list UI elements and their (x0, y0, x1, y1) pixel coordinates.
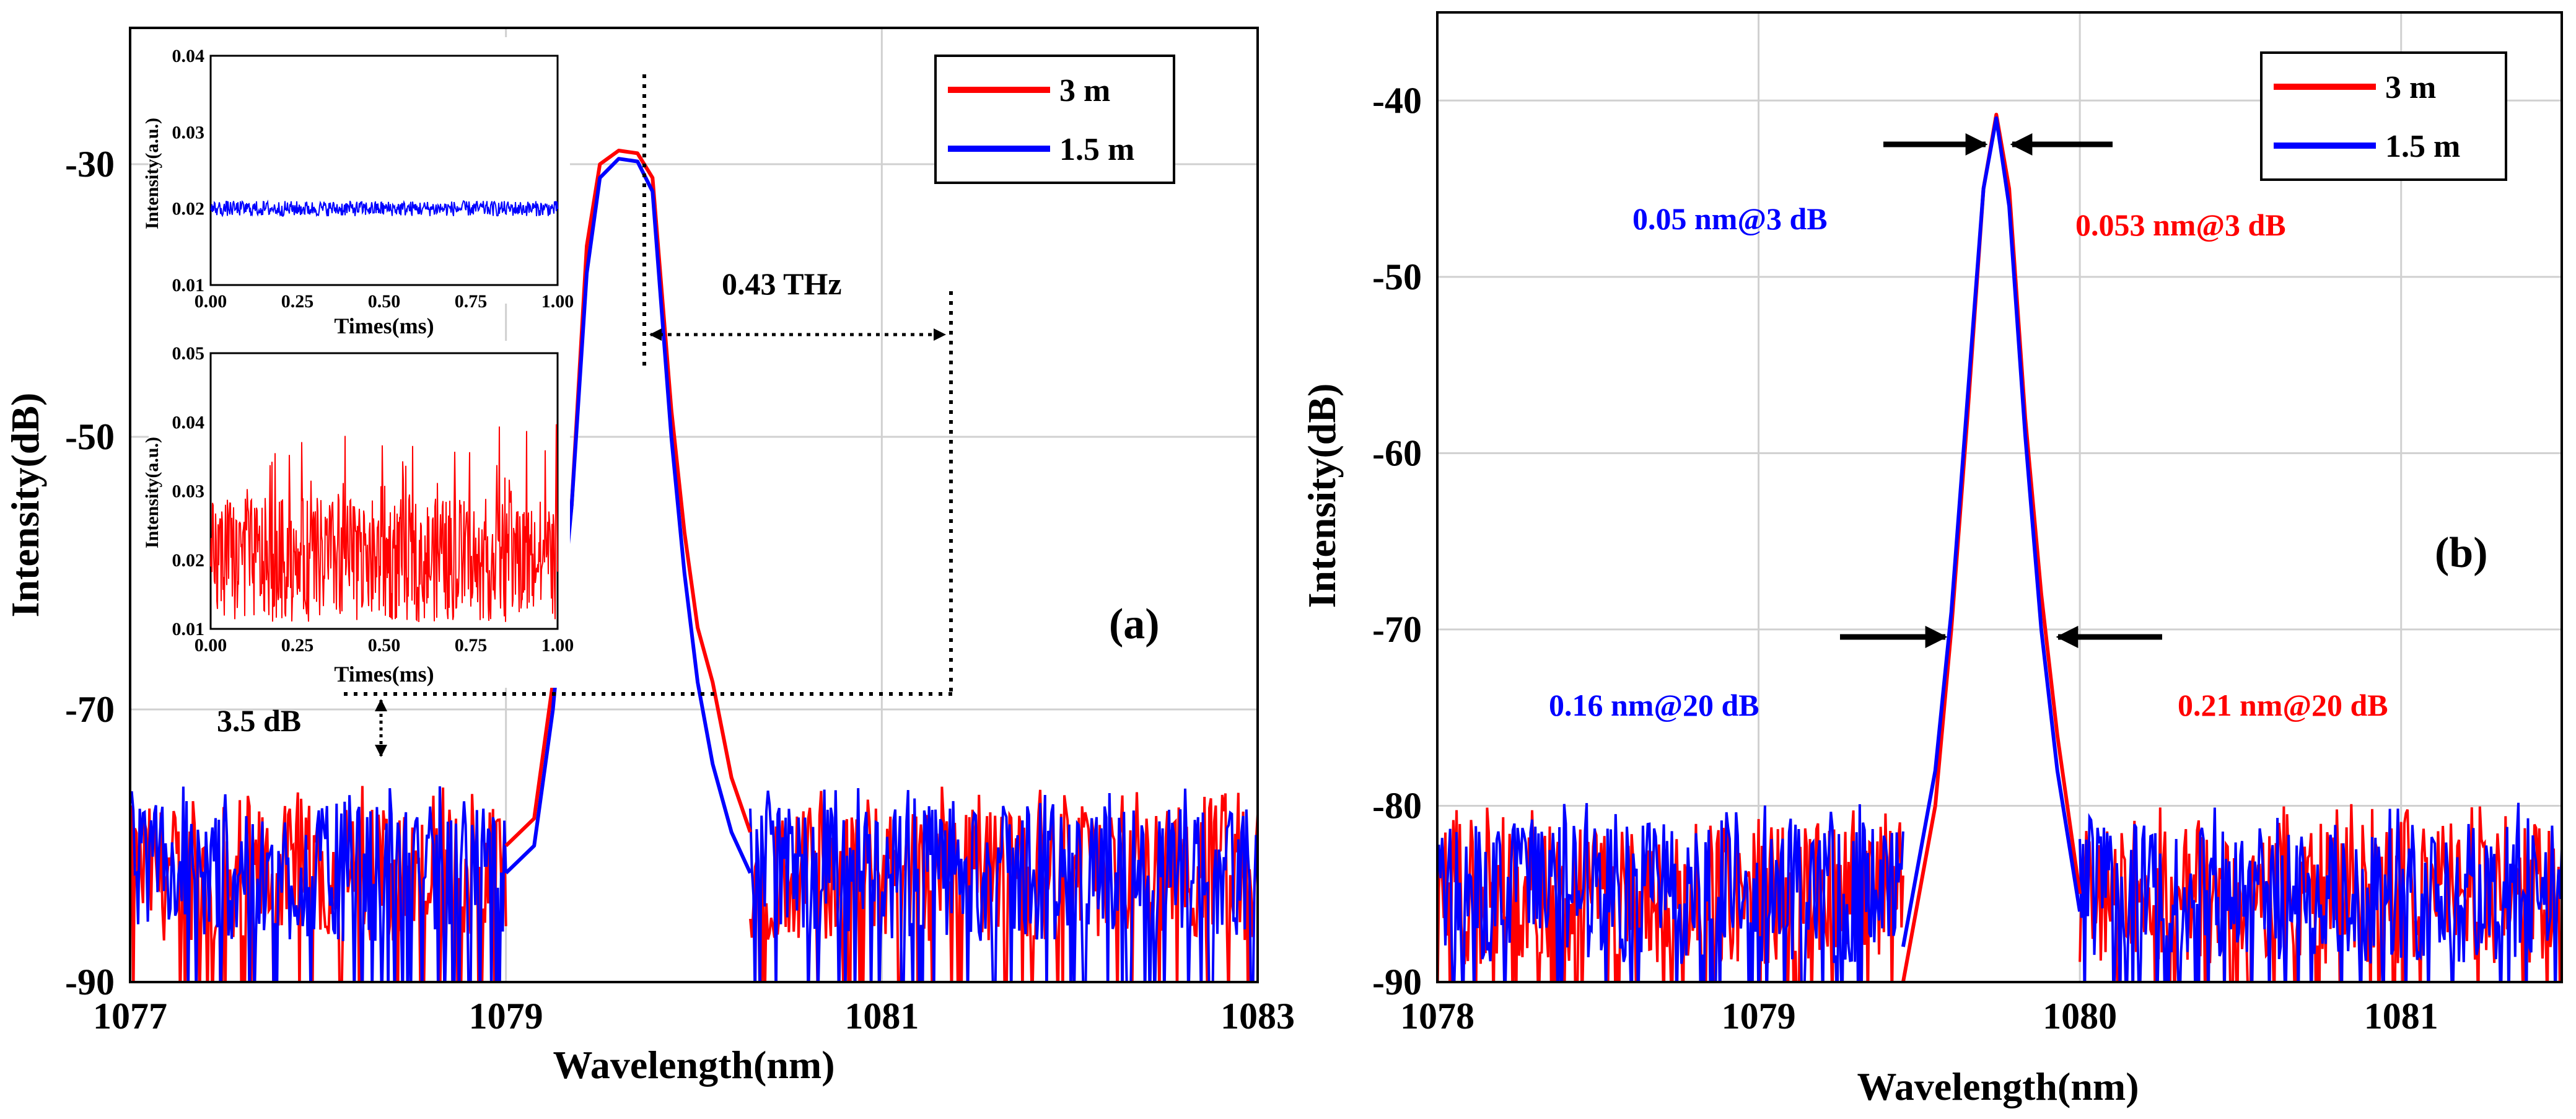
panel-b-x-axis-label: Wavelength(nm) (1857, 1064, 2139, 1108)
panel-a-noise-1-5m-segment-1 (749, 788, 1258, 982)
inset-bottom-y-tick-label: 0.03 (172, 481, 205, 502)
panel-b-y-tick-label: -90 (1372, 962, 1422, 1003)
inset-top-trace (210, 199, 558, 217)
panel-a-noise-3m-segment-1 (749, 786, 1258, 982)
panel-a-y-tick-label: -90 (65, 962, 115, 1003)
inset-top-tick-labels: 0.00 0.25 0.50 0.75 1.00 0.01 0.02 0.03 0.04 (172, 46, 574, 312)
inset-bottom-y-axis-label: Intensity(a.u.) (142, 437, 162, 548)
panel-b-label: (b) (2435, 529, 2488, 577)
inset-bottom-trace (210, 424, 558, 622)
panel-b-x-tick-label: 1078 (1400, 996, 1474, 1037)
panel-b-x-tick-label: 1079 (1722, 996, 1796, 1037)
panel-a-x-tick-label: 1079 (469, 996, 543, 1037)
panel-b-chart: 1078 1079 1080 1081 -90 -80 -70 -60 -50 -40 Wavel… (1300, 11, 2563, 1108)
inset-bottom-x-tick-label: 0.00 (195, 635, 227, 656)
panel-b-legend-box (2260, 51, 2507, 181)
panel-b-noise-traces (1437, 802, 2562, 982)
panel-b-noise-3m-segment-1 (2079, 804, 2562, 982)
inset-top-signal (210, 199, 558, 217)
inset-top-frame (209, 55, 559, 286)
panel-a-x-tick-label: 1077 (93, 996, 167, 1037)
legend-label-1-5m: 1.5 m (1059, 132, 1134, 167)
inset-top-background (149, 37, 570, 304)
panel-a-label: (a) (1109, 600, 1160, 648)
inset-bottom-y-tick-label: 0.04 (172, 412, 205, 432)
panel-b-y-tick-label: -50 (1372, 257, 1422, 297)
panel-b-y-tick-label: -60 (1372, 432, 1422, 473)
inset-bottom-x-tick-label: 1.00 (541, 635, 574, 656)
panel-a-noise-traces (130, 786, 1258, 982)
annotation-0-05nm-3db: 0.05 nm@3 dB (1632, 201, 1828, 236)
panel-b-y-tick-label: -80 (1372, 785, 1422, 826)
inset-bottom-x-tick-label: 0.75 (455, 635, 488, 656)
inset-bottom-x-tick-label: 0.25 (281, 635, 314, 656)
panel-b-legend: 3 m 1.5 m (2260, 51, 2507, 181)
inset-bottom-y-tick-label: 0.01 (172, 619, 205, 639)
floor-difference-label: 3.5 dB (217, 703, 301, 738)
inset-top-y-tick-label: 0.01 (172, 275, 205, 296)
inset-top-x-tick-label: 0.50 (368, 291, 401, 312)
panel-b-peak-traces (1901, 113, 2082, 982)
inset-top-chart: 0.00 0.25 0.50 0.75 1.00 0.01 0.02 0.03 0.04 Tim… (142, 37, 574, 338)
panel-a-annotations: 0.43 THz 3.5 dB (217, 74, 954, 757)
panel-a-y-tick-label: -70 (65, 689, 115, 730)
inset-bottom-signal (210, 424, 558, 622)
inset-top-y-axis-label: Intensity(a.u.) (142, 118, 162, 229)
panel-b-x-tick-label: 1081 (2364, 996, 2438, 1037)
inset-top-x-tick-label: 0.75 (455, 291, 488, 312)
annotation-0-16nm-20db: 0.16 nm@20 dB (1549, 688, 1759, 722)
panel-a-y-axis-label: Intensity(dB) (3, 393, 47, 618)
inset-top-y-tick-label: 0.03 (172, 122, 205, 143)
panel-a-x-axis-label: Wavelength(nm) (553, 1043, 835, 1087)
panel-b-y-axis-label: Intensity(dB) (1300, 384, 1344, 608)
panel-b-noise-1-5m-segment-1 (2079, 802, 2562, 982)
panel-a-y-tick-label: -50 (65, 416, 115, 457)
inset-top-x-tick-label: 0.25 (281, 291, 314, 312)
frequency-span-label: 0.43 THz (722, 266, 842, 301)
inset-bottom-y-tick-label: 0.05 (172, 343, 205, 364)
inset-top-x-tick-label: 0.00 (195, 291, 227, 312)
panel-b-y-tick-label: -70 (1372, 609, 1422, 650)
panel-a-legend-box (934, 55, 1175, 184)
panel-a-chart: 1077 1079 1081 1083 -90 -70 -50 -30 Wavelength(… (3, 27, 1295, 1087)
panel-a-noise-1-5m-segment-0 (130, 786, 507, 982)
annotation-0-21nm-20db: 0.21 nm@20 dB (2178, 688, 2388, 722)
legend-b-label-1-5m: 1.5 m (2385, 129, 2460, 164)
panel-a-y-tick-label: -30 (65, 144, 115, 185)
panel-a-plot-frame (129, 27, 1259, 983)
inset-bottom-frame (209, 352, 559, 630)
inset-top-x-axis-label: Times(ms) (334, 314, 434, 338)
inset-top-y-tick-label: 0.04 (172, 46, 205, 66)
panel-b-y-tick-label: -40 (1372, 80, 1422, 121)
panel-a-tick-labels: 1077 1079 1081 1083 -90 -70 -50 -30 (65, 144, 1295, 1037)
panel-b-peak-3m (1901, 113, 2082, 982)
panel-b-annotations: 0.05 nm@3 dB 0.053 nm@3 dB 0.16 nm@20 dB… (1549, 133, 2388, 722)
panel-b-plot-frame (1436, 11, 2563, 983)
inset-bottom-chart: 0.00 0.25 0.50 0.75 1.00 0.01 0.02 0.03 0.04 0.05… (142, 341, 574, 688)
inset-top-x-tick-label: 1.00 (541, 291, 574, 312)
inset-bottom-tick-labels: 0.00 0.25 0.50 0.75 1.00 0.01 0.02 0.03 0.04 0.05 (172, 343, 574, 656)
panel-a-x-tick-label: 1083 (1220, 996, 1295, 1037)
legend-label-3m: 3 m (1059, 73, 1110, 108)
panel-a-x-tick-label: 1081 (844, 996, 919, 1037)
inset-bottom-x-tick-label: 0.50 (368, 635, 401, 656)
panel-b-peak-1-5m (1901, 116, 2082, 947)
annotation-0-053nm-3db: 0.053 nm@3 dB (2075, 208, 2286, 242)
legend-b-label-3m: 3 m (2385, 70, 2436, 105)
panel-a-legend: 3 m 1.5 m (934, 55, 1175, 184)
panel-b-tick-labels: 1078 1079 1080 1081 -90 -80 -70 -60 -50 -40 (1372, 80, 2438, 1037)
inset-bottom-y-tick-label: 0.02 (172, 550, 205, 571)
inset-bottom-x-axis-label: Times(ms) (334, 662, 434, 687)
panel-b-x-tick-label: 1080 (2043, 996, 2117, 1037)
panel-b-noise-1-5m-segment-0 (1437, 803, 1904, 982)
inset-top-y-tick-label: 0.02 (172, 199, 205, 219)
